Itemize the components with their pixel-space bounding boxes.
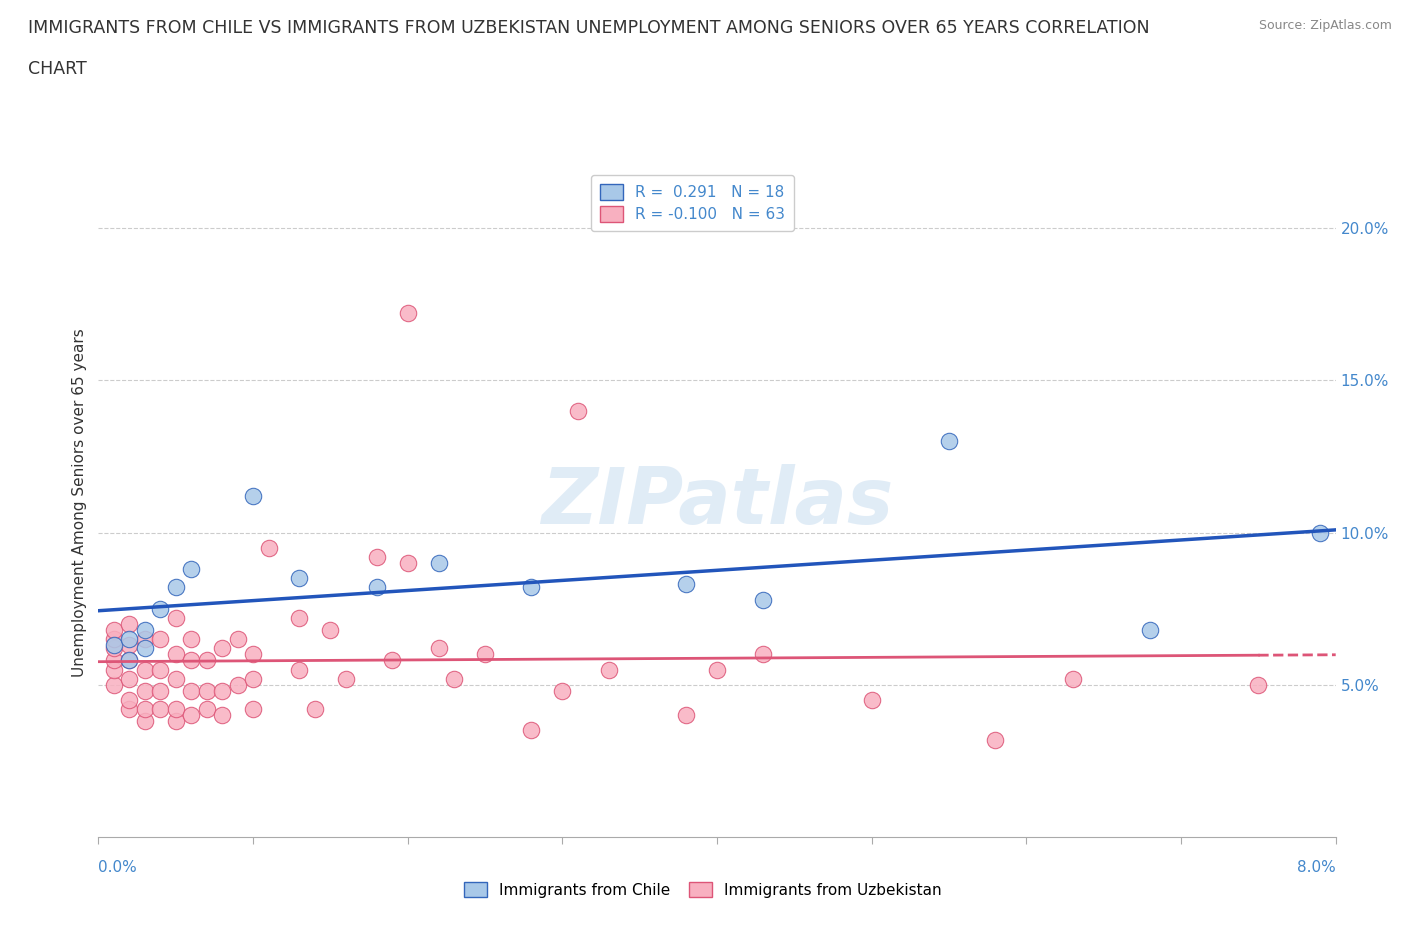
Point bbox=[381, 653, 404, 668]
Point bbox=[984, 732, 1007, 747]
Point bbox=[211, 684, 233, 698]
Point bbox=[366, 580, 388, 595]
Point bbox=[149, 684, 172, 698]
Point bbox=[134, 714, 156, 729]
Point bbox=[134, 622, 156, 637]
Point bbox=[211, 641, 233, 656]
Point bbox=[103, 638, 125, 653]
Text: CHART: CHART bbox=[28, 60, 87, 78]
Point bbox=[149, 662, 172, 677]
Point bbox=[180, 631, 202, 646]
Point bbox=[226, 631, 249, 646]
Legend: Immigrants from Chile, Immigrants from Uzbekistan: Immigrants from Chile, Immigrants from U… bbox=[458, 875, 948, 904]
Text: ZIPatlas: ZIPatlas bbox=[541, 464, 893, 540]
Point bbox=[257, 540, 280, 555]
Point bbox=[288, 610, 311, 625]
Point bbox=[1309, 525, 1331, 540]
Point bbox=[427, 555, 450, 570]
Point bbox=[103, 653, 125, 668]
Point bbox=[118, 693, 141, 708]
Point bbox=[118, 653, 141, 668]
Point bbox=[195, 702, 218, 717]
Point bbox=[520, 723, 543, 737]
Point bbox=[134, 662, 156, 677]
Point bbox=[149, 702, 172, 717]
Point bbox=[180, 684, 202, 698]
Point bbox=[1139, 622, 1161, 637]
Point bbox=[938, 434, 960, 449]
Point bbox=[860, 693, 883, 708]
Y-axis label: Unemployment Among Seniors over 65 years: Unemployment Among Seniors over 65 years bbox=[72, 328, 87, 677]
Point bbox=[242, 488, 264, 503]
Point bbox=[319, 622, 342, 637]
Point bbox=[165, 580, 187, 595]
Point bbox=[520, 580, 543, 595]
Point bbox=[567, 404, 589, 418]
Point bbox=[165, 610, 187, 625]
Point bbox=[118, 617, 141, 631]
Point bbox=[134, 702, 156, 717]
Point bbox=[242, 671, 264, 686]
Point bbox=[180, 653, 202, 668]
Point bbox=[118, 638, 141, 653]
Point bbox=[706, 662, 728, 677]
Point bbox=[304, 702, 326, 717]
Point bbox=[752, 647, 775, 662]
Text: Source: ZipAtlas.com: Source: ZipAtlas.com bbox=[1258, 19, 1392, 32]
Point bbox=[149, 631, 172, 646]
Point bbox=[118, 653, 141, 668]
Point bbox=[195, 684, 218, 698]
Point bbox=[288, 571, 311, 586]
Point bbox=[149, 602, 172, 617]
Point bbox=[103, 622, 125, 637]
Point bbox=[165, 714, 187, 729]
Point bbox=[134, 631, 156, 646]
Point bbox=[103, 631, 125, 646]
Point bbox=[396, 555, 419, 570]
Point bbox=[335, 671, 357, 686]
Point bbox=[134, 641, 156, 656]
Point bbox=[195, 653, 218, 668]
Point bbox=[443, 671, 465, 686]
Point bbox=[396, 306, 419, 321]
Point bbox=[180, 708, 202, 723]
Point bbox=[474, 647, 496, 662]
Text: IMMIGRANTS FROM CHILE VS IMMIGRANTS FROM UZBEKISTAN UNEMPLOYMENT AMONG SENIORS O: IMMIGRANTS FROM CHILE VS IMMIGRANTS FROM… bbox=[28, 19, 1150, 36]
Point bbox=[551, 684, 574, 698]
Point bbox=[211, 708, 233, 723]
Point bbox=[103, 677, 125, 692]
Point bbox=[1062, 671, 1084, 686]
Point bbox=[366, 550, 388, 565]
Point bbox=[598, 662, 620, 677]
Point bbox=[242, 702, 264, 717]
Point bbox=[118, 671, 141, 686]
Legend: R =  0.291   N = 18, R = -0.100   N = 63: R = 0.291 N = 18, R = -0.100 N = 63 bbox=[591, 175, 794, 232]
Point bbox=[165, 671, 187, 686]
Point bbox=[242, 647, 264, 662]
Point bbox=[118, 702, 141, 717]
Point bbox=[180, 562, 202, 577]
Point bbox=[427, 641, 450, 656]
Text: 8.0%: 8.0% bbox=[1296, 860, 1336, 875]
Point bbox=[103, 641, 125, 656]
Point bbox=[134, 684, 156, 698]
Text: 0.0%: 0.0% bbox=[98, 860, 138, 875]
Point bbox=[1247, 677, 1270, 692]
Point bbox=[288, 662, 311, 677]
Point bbox=[226, 677, 249, 692]
Point bbox=[675, 708, 697, 723]
Point bbox=[752, 592, 775, 607]
Point bbox=[165, 647, 187, 662]
Point bbox=[165, 702, 187, 717]
Point bbox=[103, 662, 125, 677]
Point bbox=[675, 577, 697, 591]
Point bbox=[118, 631, 141, 646]
